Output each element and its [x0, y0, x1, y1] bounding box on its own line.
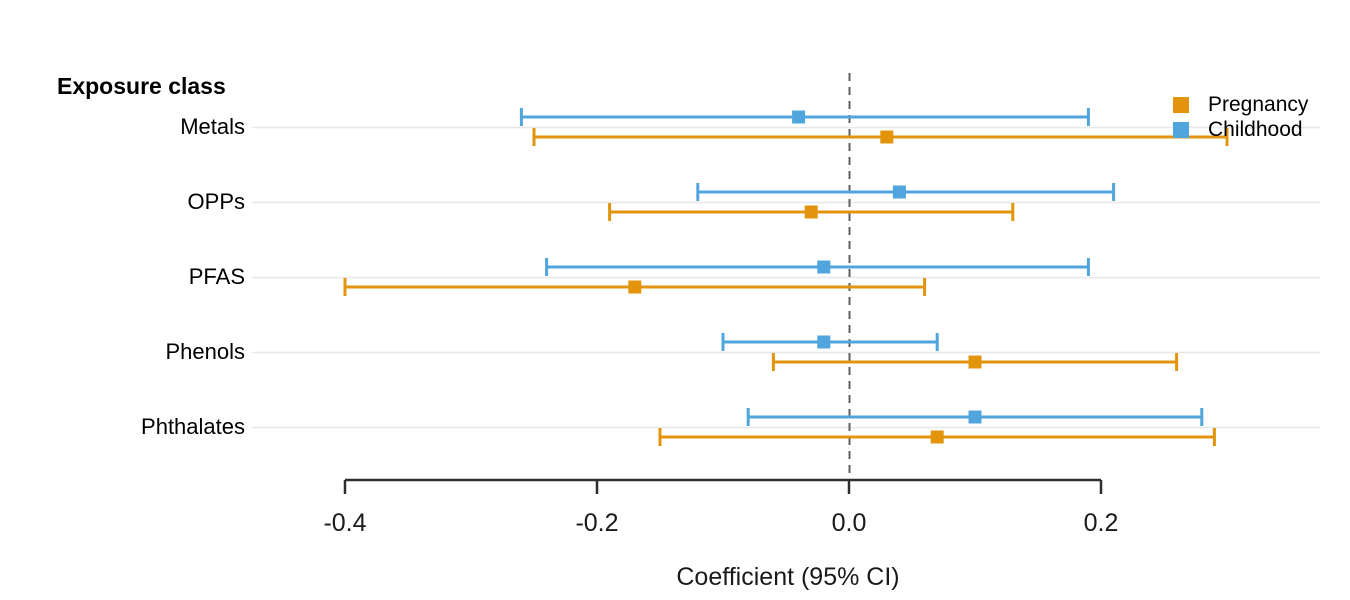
category-label-phthalates: Phthalates — [141, 414, 245, 439]
x-axis-tick-label: -0.2 — [575, 509, 618, 537]
childhood-swatch-icon — [1173, 122, 1189, 138]
pregnancy-swatch-icon — [1173, 97, 1189, 113]
chart-header: Exposure class — [57, 73, 226, 99]
point-marker-childhood-metals — [792, 110, 806, 124]
legend-label: Pregnancy — [1208, 93, 1309, 116]
point-marker-childhood-opps — [892, 185, 906, 199]
point-marker-pregnancy-metals — [880, 130, 894, 144]
category-label-pfas: PFAS — [188, 264, 245, 289]
point-marker-pregnancy-pfas — [628, 280, 642, 294]
legend-item-pregnancy: Pregnancy — [1173, 93, 1309, 116]
x-axis-tick-label: 0.2 — [1084, 509, 1119, 537]
legend-label: Childhood — [1208, 118, 1303, 141]
category-label-phenols: Phenols — [165, 339, 245, 364]
x-axis-tick-label: -0.4 — [323, 509, 366, 537]
x-axis-tick-label: 0.0 — [832, 509, 867, 537]
category-label-metals: Metals — [180, 114, 245, 139]
point-marker-childhood-phenols — [817, 335, 831, 349]
category-label-opps: OPPs — [187, 189, 245, 214]
point-marker-childhood-phthalates — [968, 410, 982, 424]
legend: Pregnancy Childhood — [1173, 93, 1309, 141]
point-marker-pregnancy-opps — [804, 205, 818, 219]
point-marker-childhood-pfas — [817, 260, 831, 274]
point-marker-pregnancy-phthalates — [930, 430, 944, 444]
point-marker-pregnancy-phenols — [968, 355, 982, 369]
x-axis-title: Coefficient (95% CI) — [676, 563, 900, 591]
legend-item-childhood: Childhood — [1173, 118, 1308, 141]
